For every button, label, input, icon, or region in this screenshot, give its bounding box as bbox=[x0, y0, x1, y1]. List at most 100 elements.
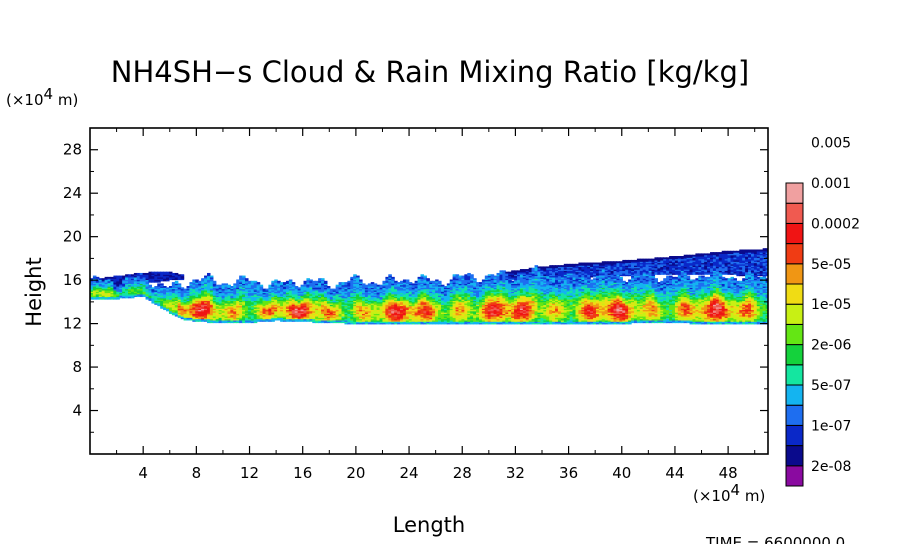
heatmap-cell bbox=[312, 282, 316, 284]
heatmap-cell bbox=[247, 289, 252, 292]
heatmap-cell bbox=[174, 284, 179, 287]
heatmap-cell bbox=[443, 293, 448, 296]
heatmap-cell bbox=[540, 289, 544, 292]
heatmap-cell bbox=[385, 280, 389, 283]
heatmap-cell bbox=[496, 292, 501, 295]
heatmap-cell bbox=[449, 297, 454, 300]
heatmap-cell bbox=[461, 314, 465, 317]
heatmap-cell bbox=[546, 278, 550, 281]
heatmap-cell bbox=[338, 292, 343, 295]
heatmap-cell bbox=[192, 301, 196, 304]
heatmap-cell bbox=[429, 317, 433, 320]
heatmap-cell bbox=[499, 313, 503, 316]
heatmap-cell bbox=[362, 287, 366, 290]
heatmap-cell bbox=[183, 300, 188, 303]
heatmap-cell bbox=[534, 266, 539, 269]
heatmap-cell bbox=[256, 295, 261, 298]
heatmap-cell bbox=[493, 289, 498, 292]
heatmap-cell bbox=[303, 286, 308, 288]
heatmap-cell bbox=[338, 282, 343, 284]
heatmap-cell bbox=[168, 288, 173, 291]
heatmap-cell bbox=[247, 301, 252, 304]
heatmap-cell bbox=[209, 296, 214, 299]
heatmap-cell bbox=[294, 318, 299, 321]
heatmap-cell bbox=[440, 291, 445, 294]
heatmap-cell bbox=[522, 278, 527, 281]
heatmap-cell bbox=[247, 305, 252, 308]
heatmap-cell bbox=[508, 308, 512, 311]
heatmap-cell bbox=[537, 318, 541, 321]
heatmap-cell bbox=[449, 301, 454, 304]
heatmap-cell bbox=[531, 279, 536, 282]
heatmap-cell bbox=[385, 319, 389, 322]
heatmap-cell bbox=[420, 310, 425, 313]
heatmap-cell bbox=[239, 279, 243, 282]
heatmap-cell bbox=[534, 293, 539, 296]
heatmap-cell bbox=[280, 286, 284, 288]
heatmap-cell bbox=[487, 278, 492, 281]
heatmap-cell bbox=[552, 306, 556, 309]
heatmap-cell bbox=[367, 314, 372, 317]
heatmap-cell bbox=[136, 276, 141, 279]
heatmap-cell bbox=[423, 305, 427, 308]
heatmap-cell bbox=[505, 284, 509, 287]
heatmap-cell bbox=[265, 312, 269, 314]
heatmap-cell bbox=[291, 319, 296, 322]
heatmap-cell bbox=[531, 288, 536, 291]
heatmap-cell bbox=[209, 312, 214, 314]
heatmap-cell bbox=[546, 269, 550, 271]
heatmap-cell bbox=[245, 313, 249, 316]
heatmap-cell bbox=[391, 306, 395, 309]
heatmap-cell bbox=[511, 295, 515, 298]
heatmap-cell bbox=[435, 313, 439, 316]
heatmap-cell bbox=[534, 274, 539, 277]
heatmap-cell bbox=[318, 308, 322, 311]
heatmap-cell bbox=[125, 278, 129, 281]
heatmap-cell bbox=[230, 301, 234, 304]
heatmap-cell bbox=[511, 293, 515, 296]
heatmap-cell bbox=[283, 295, 287, 298]
heatmap-cell bbox=[90, 286, 94, 288]
heatmap-cell bbox=[353, 282, 357, 284]
heatmap-cell bbox=[186, 309, 191, 312]
heatmap-cell bbox=[306, 310, 310, 313]
heatmap-cell bbox=[499, 293, 503, 296]
heatmap-cell bbox=[192, 296, 196, 299]
heatmap-cell bbox=[429, 287, 433, 290]
heatmap-cell bbox=[113, 278, 117, 281]
heatmap-cell bbox=[341, 318, 346, 321]
heatmap-cell bbox=[464, 282, 468, 284]
heatmap-cell bbox=[189, 291, 193, 294]
heatmap-cell bbox=[104, 278, 109, 281]
heatmap-cell bbox=[306, 299, 310, 301]
heatmap-cell bbox=[245, 314, 249, 317]
heatmap-cell bbox=[90, 280, 94, 283]
heatmap-cell bbox=[356, 280, 360, 283]
heatmap-cell bbox=[490, 278, 495, 281]
heatmap-cell bbox=[195, 314, 199, 317]
heatmap-cell bbox=[280, 295, 284, 298]
heatmap-cell bbox=[528, 312, 533, 314]
heatmap-cell bbox=[338, 317, 343, 320]
heatmap-cell bbox=[338, 313, 343, 316]
heatmap-cell bbox=[125, 282, 129, 284]
heatmap-cell bbox=[218, 309, 223, 312]
heatmap-cell bbox=[388, 287, 392, 290]
heatmap-cell bbox=[250, 288, 255, 291]
heatmap-cell bbox=[154, 272, 158, 275]
heatmap-cell bbox=[362, 299, 366, 301]
heatmap-cell bbox=[391, 319, 395, 322]
heatmap-cell bbox=[438, 293, 442, 296]
heatmap-cell bbox=[268, 312, 272, 314]
heatmap-cell bbox=[429, 322, 433, 325]
heatmap-cell bbox=[291, 287, 296, 290]
heatmap-cell bbox=[458, 279, 463, 282]
heatmap-cell bbox=[350, 302, 354, 305]
heatmap-cell bbox=[528, 274, 533, 277]
heatmap-cell bbox=[163, 293, 167, 296]
heatmap-cell bbox=[543, 315, 547, 318]
heatmap-cell bbox=[394, 313, 398, 316]
heatmap-cell bbox=[206, 278, 211, 281]
heatmap-cell bbox=[402, 284, 407, 287]
heatmap-cell bbox=[499, 282, 503, 284]
